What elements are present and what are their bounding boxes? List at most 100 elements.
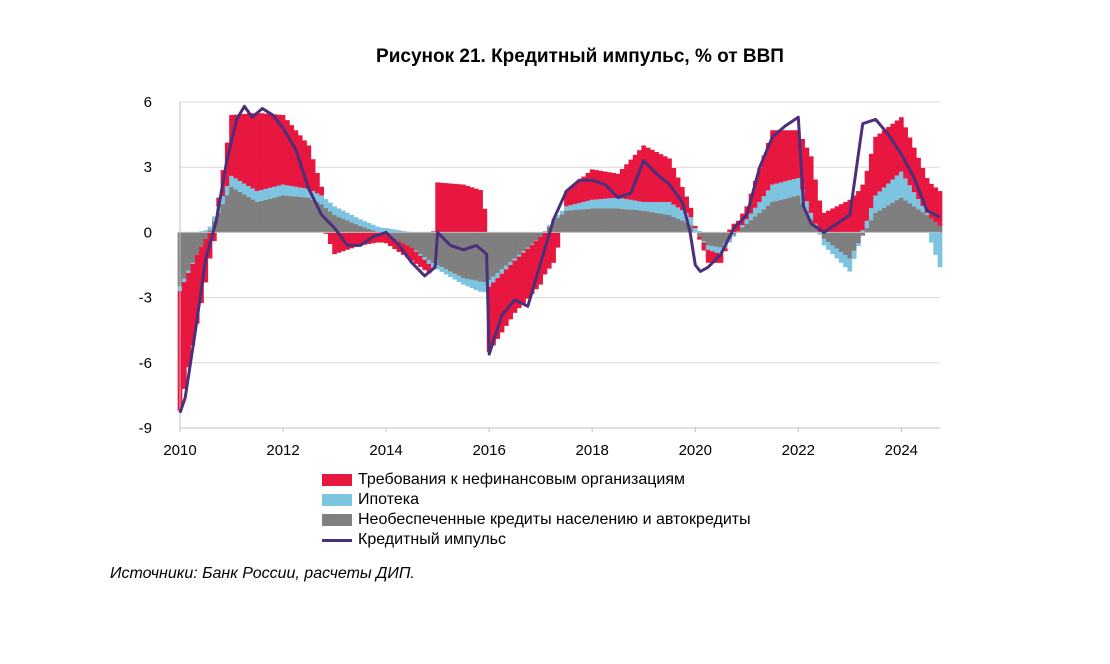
bar-corporate: [671, 168, 677, 205]
bar-mortgage: [770, 184, 775, 202]
bar-mortgage: [422, 257, 428, 260]
bar-corporate: [911, 147, 917, 193]
bar-unsecured: [362, 227, 367, 233]
bar-corporate: [388, 236, 393, 247]
bar-unsecured: [770, 201, 775, 233]
x-tick-label: 2010: [163, 442, 196, 459]
bar-mortgage: [259, 190, 264, 201]
bar-unsecured: [263, 199, 269, 233]
bar-mortgage: [804, 201, 810, 212]
bar-unsecured: [482, 232, 488, 283]
bar-unsecured: [207, 230, 213, 233]
bar-unsecured: [834, 232, 840, 249]
bar-mortgage: [881, 187, 887, 208]
bar-unsecured: [448, 232, 453, 272]
bar-mortgage: [680, 210, 685, 221]
bar-unsecured: [654, 212, 659, 233]
bar-corporate: [499, 273, 505, 333]
bar-unsecured: [538, 232, 544, 237]
bar-corporate: [418, 255, 423, 267]
bar-corporate: [284, 120, 290, 186]
bar-corporate: [452, 183, 458, 233]
bar-unsecured: [722, 232, 728, 244]
bar-unsecured: [903, 200, 908, 233]
bar-mortgage: [860, 230, 866, 233]
bar-mortgage: [787, 180, 793, 198]
bar-unsecured: [181, 232, 187, 279]
credit-impulse-line: [178, 104, 941, 414]
bar-corporate: [598, 170, 604, 200]
bar-corporate: [263, 113, 269, 189]
bar-mortgage: [637, 201, 642, 211]
bar-mortgage: [602, 198, 608, 209]
bar-unsecured: [787, 197, 793, 233]
bar-unsecured: [697, 232, 702, 237]
bar-unsecured: [516, 232, 522, 255]
bar-unsecured: [667, 215, 672, 233]
bar-unsecured: [589, 208, 595, 233]
bar-unsecured: [808, 219, 814, 233]
bar-unsecured: [190, 232, 196, 263]
bar-unsecured: [791, 196, 797, 233]
bar-corporate: [804, 147, 810, 202]
bar-mortgage: [246, 186, 252, 197]
bar-corporate: [332, 232, 337, 255]
bar-unsecured: [821, 232, 827, 239]
bar-corporate: [924, 178, 930, 213]
bar-unsecured: [761, 209, 767, 233]
bar-mortgage: [426, 260, 432, 264]
bar-corporate: [791, 130, 797, 180]
bar-mortgage: [482, 282, 488, 293]
bar-corporate: [572, 183, 578, 205]
bar-mortgage: [383, 228, 389, 233]
bar-mortgage: [697, 230, 702, 233]
bar-mortgage: [250, 188, 256, 200]
bar-mortgage: [525, 247, 531, 249]
bar-unsecured: [890, 202, 896, 233]
bar-mortgage: [856, 243, 861, 247]
bar-corporate: [516, 256, 522, 309]
axis-layer: [179, 102, 940, 432]
bar-corporate: [349, 232, 355, 249]
y-tick-label: -6: [139, 355, 152, 372]
bars-layer: [177, 112, 943, 411]
bar-corporate: [564, 191, 569, 207]
bar-mortgage: [572, 204, 578, 210]
bar-unsecured: [607, 208, 612, 233]
bar-mortgage: [392, 229, 398, 233]
bar-corporate: [422, 259, 428, 271]
bar-corporate: [701, 242, 707, 251]
bar-corporate: [409, 247, 415, 261]
bar-corporate: [903, 127, 908, 179]
bar-mortgage: [400, 230, 406, 233]
bar-corporate: [289, 125, 294, 187]
bar-mortgage: [911, 192, 917, 207]
bar-unsecured: [297, 196, 303, 233]
bar-corporate: [473, 188, 479, 233]
bar-mortgage: [370, 224, 376, 231]
bar-corporate: [435, 182, 440, 233]
bar-mortgage: [619, 198, 625, 209]
bar-mortgage: [589, 199, 595, 209]
bar-unsecured: [718, 232, 724, 248]
bar-unsecured: [272, 197, 277, 233]
bar-unsecured: [229, 186, 234, 233]
bar-corporate: [254, 112, 260, 192]
bar-unsecured: [512, 232, 518, 259]
bar-unsecured: [594, 208, 599, 233]
bar-mortgage: [212, 216, 217, 222]
bar-unsecured: [628, 209, 634, 233]
y-tick-label: -9: [139, 420, 152, 437]
bar-mortgage: [937, 232, 943, 268]
legend-item-unsecured: Необеспеченные кредиты населению и авток…: [322, 510, 751, 530]
bar-corporate: [551, 232, 556, 263]
bar-mortgage: [714, 246, 720, 253]
bar-unsecured: [568, 210, 574, 233]
bar-unsecured: [576, 209, 582, 233]
bar-mortgage: [873, 195, 878, 213]
bar-unsecured: [744, 223, 750, 233]
bar-mortgage: [293, 186, 299, 197]
bar-corporate: [443, 183, 449, 233]
bar-corporate: [439, 182, 445, 233]
bar-mortgage: [628, 199, 634, 210]
